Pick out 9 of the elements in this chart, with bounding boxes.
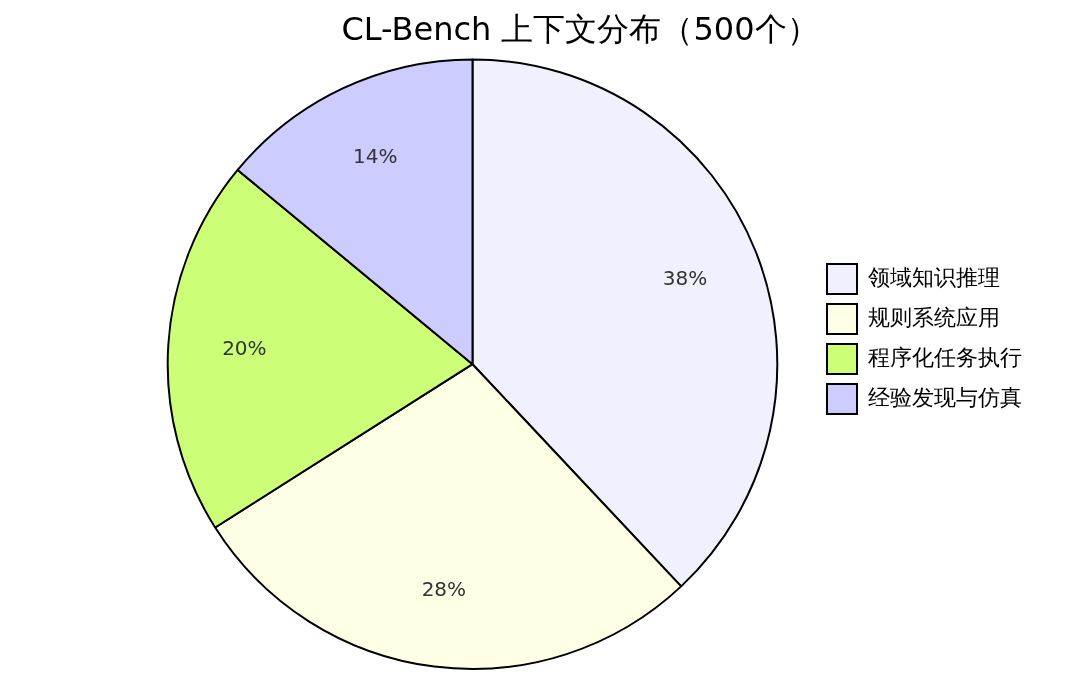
chart-title: CL-Bench 上下文分布（500个） [341,9,819,48]
data-label: 20% [222,336,267,361]
legend-label: 规则系统应用 [868,304,1000,330]
data-label: 38% [662,266,708,291]
data-label: 28% [421,577,467,602]
legend-label: 领域知识推理 [868,264,1000,290]
data-label: 14% [352,143,398,168]
legend-label: 经验发现与仿真 [868,384,1022,410]
legend-label: 程序化任务执行 [868,344,1022,370]
